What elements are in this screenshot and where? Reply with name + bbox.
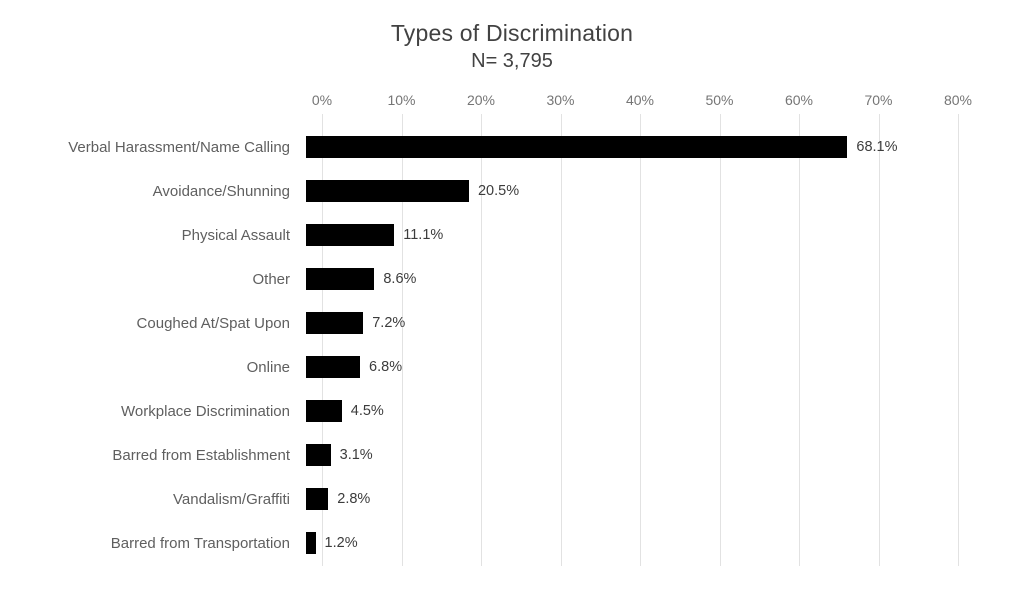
chart-subtitle: N= 3,795: [471, 50, 553, 72]
bar-track: 2.8%: [306, 488, 942, 510]
bar-row: Workplace Discrimination 4.5%: [0, 389, 1024, 433]
x-axis-tick-label: 0%: [311, 92, 333, 108]
bar: [306, 532, 316, 554]
bar: [306, 224, 395, 246]
category-label: Online: [246, 358, 290, 376]
x-axis-tick-label: 50%: [705, 92, 734, 108]
bar: [306, 268, 375, 290]
value-label: 8.6%: [383, 271, 417, 287]
bar-track: 7.2%: [306, 312, 942, 334]
x-axis-tick-label: 20%: [466, 92, 496, 108]
gridline: [719, 114, 721, 566]
value-label: 3.1%: [339, 447, 373, 463]
value-label: 7.2%: [372, 315, 406, 331]
gridline: [878, 114, 880, 566]
bar: [306, 400, 342, 422]
gridline: [640, 114, 641, 566]
bar-row: Coughed At/Spat Upon 7.2%: [0, 301, 1024, 345]
bar: [306, 180, 469, 202]
gridline: [322, 114, 323, 566]
value-label: 1.2%: [324, 535, 358, 551]
bar-track: 1.2%: [306, 532, 942, 554]
gridline: [958, 114, 959, 566]
plot-area: [322, 114, 959, 566]
gridline: [401, 114, 403, 566]
bar-row: Barred from Establishment 3.1%: [0, 433, 1024, 477]
gridline: [481, 114, 482, 566]
x-axis-tick-label: 80%: [943, 92, 973, 108]
bar-track: 6.8%: [306, 356, 942, 378]
bar-track: 4.5%: [306, 400, 942, 422]
gridline: [799, 114, 800, 566]
category-label: Workplace Discrimination: [121, 402, 290, 420]
category-label: Coughed At/Spat Upon: [136, 314, 290, 332]
x-axis-tick-label: 30%: [546, 92, 575, 108]
bar: [306, 488, 329, 510]
category-label: Physical Assault: [181, 226, 290, 244]
value-label: 6.8%: [369, 359, 403, 375]
bar-row: Physical Assault 11.1%: [0, 213, 1024, 257]
bar-row: Barred from Transportation 1.2%: [0, 521, 1024, 565]
x-axis-tick-label: 10%: [387, 92, 416, 108]
x-axis-tick-label: 60%: [784, 92, 814, 108]
bar-row: Vandalism/Graffiti 2.8%: [0, 477, 1024, 521]
bar-rows: Verbal Harassment/Name Calling 68.1% Avo…: [0, 125, 1024, 565]
value-label: 4.5%: [350, 403, 384, 419]
bar-row: Verbal Harassment/Name Calling 68.1%: [0, 125, 1024, 169]
bar-track: 11.1%: [306, 224, 942, 246]
bar-row: Other 8.6%: [0, 257, 1024, 301]
value-label: 11.1%: [403, 227, 444, 243]
bar-track: 8.6%: [306, 268, 942, 290]
x-axis-tick-label: 40%: [625, 92, 655, 108]
value-label: 68.1%: [856, 139, 898, 155]
x-axis: 0% 10% 20% 30% 40% 50% 60% 70% 80%: [0, 92, 1024, 108]
value-label: 20.5%: [477, 183, 520, 199]
bar: [306, 136, 848, 158]
bar: [306, 356, 361, 378]
bar-row: Online 6.8%: [0, 345, 1024, 389]
category-label: Barred from Transportation: [110, 534, 290, 552]
gridline: [560, 114, 562, 566]
value-label: 2.8%: [337, 491, 371, 507]
category-label: Barred from Establishment: [112, 446, 290, 464]
bar-track: 20.5%: [306, 180, 942, 202]
bar-track: 68.1%: [306, 136, 942, 158]
bar-track: 3.1%: [306, 444, 942, 466]
bar: [306, 312, 364, 334]
category-label: Verbal Harassment/Name Calling: [68, 138, 290, 156]
chart-title: Types of Discrimination: [390, 20, 634, 46]
category-label: Vandalism/Graffiti: [173, 490, 290, 508]
category-label: Avoidance/Shunning: [152, 182, 290, 200]
bar: [306, 444, 331, 466]
bar-row: Avoidance/Shunning 20.5%: [0, 169, 1024, 213]
category-label: Other: [252, 270, 290, 288]
x-axis-tick-label: 70%: [864, 92, 893, 108]
